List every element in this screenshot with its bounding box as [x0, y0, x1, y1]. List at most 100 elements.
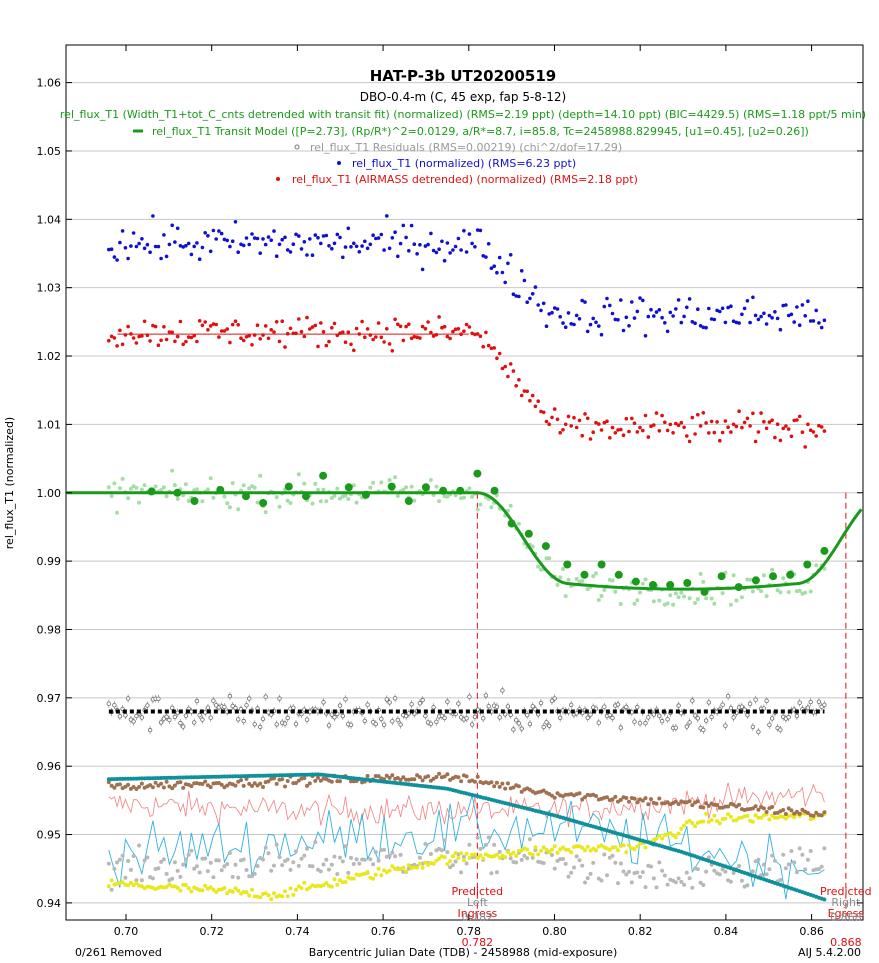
light-gray-aux-point: [390, 850, 395, 855]
normalized-point: [492, 264, 497, 269]
airmass-detrended-point: [178, 319, 183, 324]
airmass-detrended-point: [250, 343, 254, 347]
light-gray-aux-point: [156, 866, 161, 871]
detrended-point: [137, 500, 142, 505]
airmass-detrended-point: [701, 411, 706, 415]
airmass-detrended-point: [654, 411, 659, 415]
light-gray-aux-point: [305, 846, 309, 851]
binned-point: [439, 486, 448, 495]
brown-aux-point: [313, 778, 318, 783]
normalized-point: [225, 238, 229, 243]
residual-point: [145, 703, 150, 708]
brown-aux-point: [475, 774, 480, 779]
airmass-detrended-point: [561, 428, 565, 432]
airmass-detrended-point: [230, 322, 235, 327]
airmass-detrended-point: [630, 416, 634, 421]
light-gray-aux-point: [783, 866, 788, 871]
brown-aux-point: [239, 778, 243, 783]
residual-point: [291, 705, 296, 710]
airmass-detrended-point: [759, 411, 763, 415]
yellow-aux-point: [525, 847, 530, 852]
residual-point: [332, 715, 337, 720]
yellow-aux-point: [541, 845, 546, 850]
legend-entry-normalized: rel_flux_T1 (normalized) (RMS=6.23 ppt): [352, 157, 576, 170]
normalized-point: [239, 242, 243, 247]
brown-aux-point: [294, 781, 298, 785]
yellow-aux-point: [332, 877, 337, 882]
light-gray-aux-point: [673, 880, 678, 885]
binned-point: [786, 570, 795, 579]
normalized-point: [324, 233, 329, 238]
normalized-point: [321, 234, 326, 238]
residual-point: [390, 719, 395, 724]
airmass-detrended-point: [800, 430, 805, 435]
light-gray-aux-point: [789, 849, 794, 853]
light-gray-aux-point: [186, 852, 191, 857]
normalized-point: [153, 244, 158, 249]
airmass-detrended-point: [456, 327, 461, 331]
airmass-detrended-point: [258, 337, 263, 341]
airmass-detrended-point: [167, 330, 172, 334]
light-gray-aux-point: [660, 868, 665, 873]
light-gray-aux-point: [461, 854, 466, 859]
airmass-detrended-point: [173, 339, 177, 344]
residual-point: [541, 724, 546, 730]
residual-point: [156, 696, 161, 701]
airmass-detrended-point: [131, 336, 136, 340]
light-gray-aux-point: [654, 885, 659, 890]
yellow-aux-point: [431, 861, 436, 866]
teal-aux-point: [230, 774, 235, 779]
brown-aux-point: [117, 782, 122, 787]
residual-point: [211, 698, 216, 703]
normalized-point: [112, 255, 117, 259]
aij-version: AIJ 5.4.2.00: [798, 946, 861, 959]
normalized-point: [148, 250, 152, 254]
light-gray-aux-point: [247, 874, 252, 879]
light-gray-aux-point: [351, 862, 356, 866]
detrended-point: [731, 573, 736, 578]
detrended-point: [263, 510, 268, 515]
normalized-point: [233, 220, 238, 224]
yellow-aux-point: [230, 889, 235, 894]
brown-aux-point: [706, 803, 711, 808]
airmass-detrended-point: [181, 342, 185, 347]
normalized-point: [608, 303, 612, 308]
brown-aux-point: [274, 781, 279, 786]
normalized-point: [228, 244, 232, 249]
airmass-detrended-point: [803, 445, 807, 449]
brown-aux-point: [640, 798, 645, 803]
detrended-point: [822, 566, 827, 571]
residual-point: [235, 717, 241, 722]
normalized-point: [641, 298, 645, 303]
predicted-marker-value: 0.868: [830, 911, 862, 924]
residual-point: [547, 723, 552, 728]
light-gray-aux-point: [756, 857, 761, 862]
airmass-detrended-point: [811, 430, 816, 434]
detrended-point: [712, 601, 717, 606]
normalized-point: [473, 245, 477, 249]
teal-aux-point: [200, 775, 205, 779]
detrended-point: [555, 582, 560, 587]
light-gray-aux-point: [577, 858, 582, 863]
residual-point: [519, 726, 524, 731]
normalized-point: [258, 251, 263, 255]
residual-point: [208, 715, 213, 720]
teal-aux-point: [310, 772, 315, 777]
normalized-point: [731, 319, 736, 324]
residual-point: [189, 709, 194, 714]
light-gray-aux-point: [808, 849, 813, 853]
y-tick-label: 0.96: [37, 760, 62, 773]
x-axis-label: Barycentric Julian Date (TDB) - 2458988 …: [309, 946, 618, 959]
chart-title: HAT-P-3b UT20200519: [370, 67, 557, 85]
light-gray-aux-point: [563, 861, 568, 866]
normalized-point: [665, 329, 670, 334]
normalized-point: [742, 306, 747, 311]
normalized-point: [737, 321, 741, 325]
yellow-aux-point: [704, 811, 709, 816]
light-gray-aux-point: [464, 861, 469, 866]
residual-point: [549, 698, 555, 703]
normalized-point: [693, 321, 697, 326]
detrended-point: [329, 496, 334, 500]
residual-point: [252, 722, 257, 727]
residual-point: [745, 712, 750, 718]
